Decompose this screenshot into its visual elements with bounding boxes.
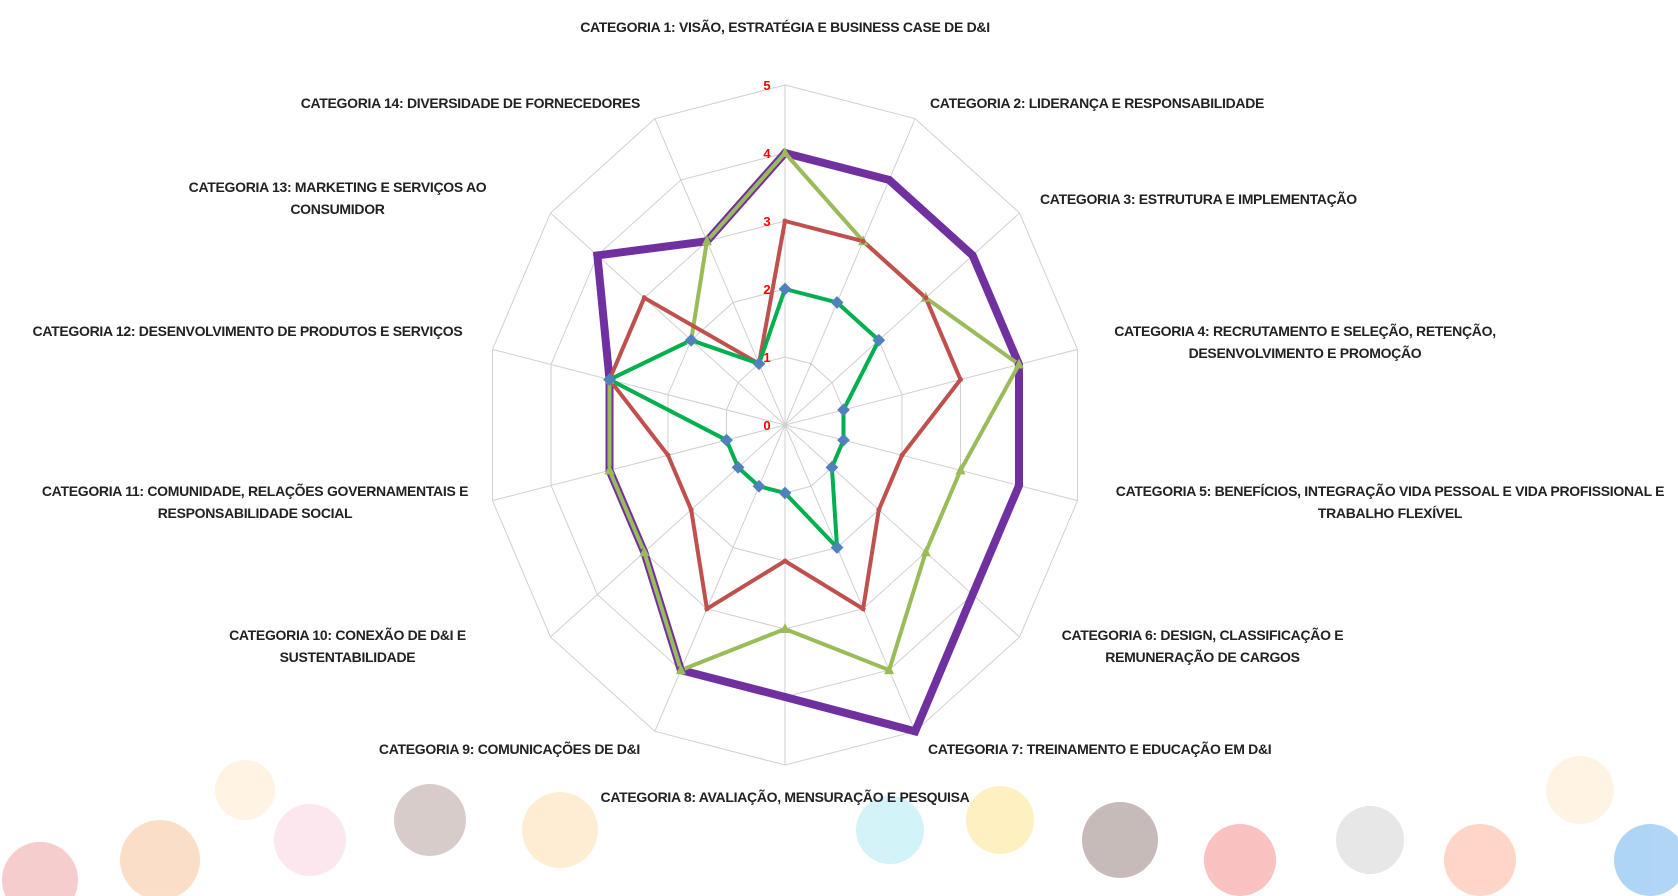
r-tick-label: 3 bbox=[763, 214, 770, 229]
marker bbox=[958, 377, 963, 382]
marker bbox=[837, 434, 850, 447]
category-label: CATEGORIA 5: BENEFÍCIOS, INTEGRAÇÃO VIDA… bbox=[1105, 480, 1675, 524]
marker bbox=[783, 219, 788, 224]
marker bbox=[1015, 482, 1023, 490]
spoke bbox=[785, 213, 1020, 425]
marker bbox=[885, 176, 893, 184]
category-label: CATEGORIA 12: DESENVOLVIMENTO DE PRODUTO… bbox=[5, 320, 490, 342]
marker bbox=[876, 507, 881, 512]
spoke bbox=[493, 425, 785, 501]
marker bbox=[781, 693, 789, 701]
category-label: CATEGORIA 3: ESTRUTURA E IMPLEMENTAÇÃO bbox=[1040, 188, 1460, 210]
spoke bbox=[493, 349, 785, 425]
marker bbox=[783, 559, 788, 564]
r-tick-label: 4 bbox=[763, 146, 771, 161]
spoke bbox=[785, 425, 1077, 501]
category-label: CATEGORIA 14: DIVERSIDADE DE FORNECEDORE… bbox=[200, 92, 640, 114]
marker bbox=[779, 283, 792, 296]
marker bbox=[861, 239, 866, 244]
r-tick-label: 0 bbox=[763, 418, 770, 433]
decoration bbox=[2, 756, 1678, 896]
marker bbox=[689, 507, 694, 512]
category-label: CATEGORIA 13: MARKETING E SERVIÇOS AO CO… bbox=[140, 176, 535, 220]
category-label: CATEGORIA 7: TREINAMENTO E EDUCAÇÃO EM D… bbox=[928, 738, 1378, 760]
category-label: CATEGORIA 4: RECRUTAMENTO E SELEÇÃO, RET… bbox=[1095, 320, 1515, 364]
marker bbox=[969, 591, 977, 599]
marker bbox=[923, 295, 928, 300]
marker bbox=[666, 453, 671, 458]
marker bbox=[593, 251, 601, 259]
category-label: CATEGORIA 9: COMUNICAÇÕES DE D&I bbox=[240, 738, 640, 760]
category-label: CATEGORIA 1: VISÃO, ESTRATÉGIA E BUSINES… bbox=[550, 16, 1020, 38]
marker bbox=[969, 251, 977, 259]
series-line bbox=[597, 153, 1019, 731]
r-tick-label: 5 bbox=[763, 78, 770, 93]
category-label: CATEGORIA 6: DESIGN, CLASSIFICAÇÃO E REM… bbox=[1035, 624, 1370, 668]
category-label: CATEGORIA 8: AVALIAÇÃO, MENSURAÇÃO E PES… bbox=[590, 786, 980, 808]
marker bbox=[704, 606, 709, 611]
marker bbox=[899, 453, 904, 458]
marker bbox=[861, 606, 866, 611]
marker bbox=[642, 295, 647, 300]
page: 012345 CATEGORIA 1: VISÃO, ESTRATÉGIA E … bbox=[0, 0, 1678, 896]
radar-chart: 012345 bbox=[0, 0, 1678, 896]
category-label: CATEGORIA 11: COMUNIDADE, RELAÇÕES GOVER… bbox=[40, 480, 470, 524]
spoke bbox=[785, 349, 1077, 425]
category-label: CATEGORIA 10: CONEXÃO DE D&I E SUSTENTAB… bbox=[225, 624, 470, 668]
marker bbox=[911, 727, 919, 735]
category-label: CATEGORIA 2: LIDERANÇA E RESPONSABILIDAD… bbox=[930, 92, 1350, 114]
